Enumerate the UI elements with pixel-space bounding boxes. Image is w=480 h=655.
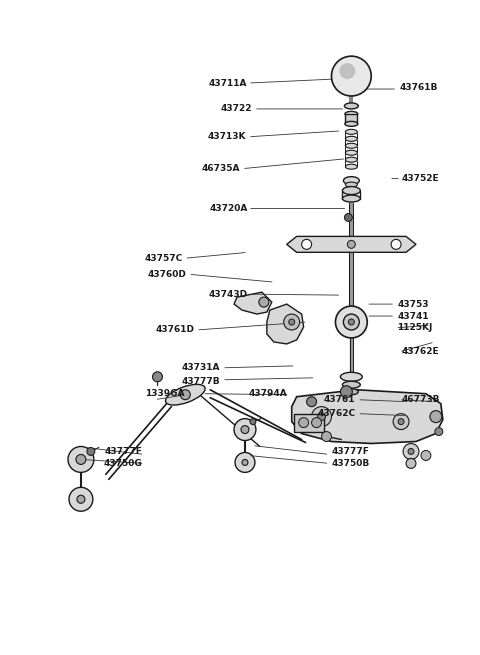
Text: 46735A: 46735A [202,164,240,173]
Text: 43750B: 43750B [332,459,370,468]
Ellipse shape [346,150,357,155]
Circle shape [348,319,354,325]
Circle shape [250,419,256,424]
Circle shape [299,418,309,428]
Circle shape [77,495,85,503]
Circle shape [398,419,404,424]
Text: 43731A: 43731A [181,364,220,372]
Ellipse shape [340,372,362,381]
Ellipse shape [342,381,360,388]
Text: 43743D: 43743D [209,290,248,299]
Text: 1125KJ: 1125KJ [397,324,432,333]
Circle shape [235,453,255,472]
Text: 43753: 43753 [397,299,429,309]
Text: 43794A: 43794A [249,389,288,398]
Polygon shape [234,292,272,314]
Text: 43777F: 43777F [332,447,369,456]
Polygon shape [287,236,416,252]
Circle shape [87,447,95,455]
Circle shape [76,455,86,464]
Polygon shape [267,304,304,344]
Circle shape [284,314,300,330]
Circle shape [343,314,360,330]
Text: 43752E: 43752E [401,174,439,183]
Ellipse shape [346,182,357,187]
Circle shape [344,214,352,221]
Bar [346,114,357,124]
Circle shape [340,386,352,398]
Circle shape [241,426,249,434]
Ellipse shape [345,121,358,126]
Text: 43713K: 43713K [207,132,246,141]
Circle shape [153,372,162,382]
Text: 43720A: 43720A [210,204,248,213]
Ellipse shape [346,143,357,148]
Text: 43762E: 43762E [401,347,439,356]
Ellipse shape [342,195,360,202]
Ellipse shape [166,384,205,405]
Circle shape [68,447,94,472]
Ellipse shape [346,129,357,134]
Ellipse shape [346,157,357,162]
Circle shape [430,411,442,422]
Circle shape [322,432,332,441]
Circle shape [312,418,322,428]
Circle shape [339,63,355,79]
Text: 43750G: 43750G [104,459,143,468]
Circle shape [391,239,401,250]
Text: 43741: 43741 [397,312,429,320]
Circle shape [69,487,93,511]
Text: 43777F: 43777F [105,447,143,456]
Text: 1339GA: 1339GA [145,389,184,398]
Text: 43762C: 43762C [317,409,355,418]
Circle shape [234,419,256,441]
Circle shape [406,458,416,468]
Circle shape [242,459,248,466]
Ellipse shape [346,136,357,141]
Bar [294,414,324,432]
Circle shape [180,390,190,400]
Text: 43777B: 43777B [181,377,220,386]
Circle shape [403,443,419,459]
Circle shape [259,297,269,307]
Ellipse shape [342,187,360,195]
Circle shape [408,449,414,455]
Circle shape [336,306,367,338]
Circle shape [312,407,332,426]
Ellipse shape [344,103,358,109]
Circle shape [393,414,409,430]
Text: 43760D: 43760D [147,270,186,279]
Text: 43722: 43722 [220,104,252,113]
Circle shape [435,428,443,436]
Ellipse shape [346,164,357,169]
Circle shape [288,319,295,325]
Text: 46773B: 46773B [401,395,440,404]
Text: 43761D: 43761D [155,326,194,335]
Circle shape [348,240,355,248]
Text: 43761B: 43761B [399,83,437,92]
Circle shape [421,451,431,460]
Ellipse shape [344,388,358,395]
Ellipse shape [345,111,358,117]
Circle shape [332,56,371,96]
Ellipse shape [343,177,360,185]
Circle shape [307,397,316,407]
Circle shape [318,413,325,421]
Circle shape [301,239,312,250]
Text: 43711A: 43711A [208,79,247,88]
Text: 43761: 43761 [324,395,355,404]
Polygon shape [292,390,443,443]
Text: 43757C: 43757C [144,253,182,263]
